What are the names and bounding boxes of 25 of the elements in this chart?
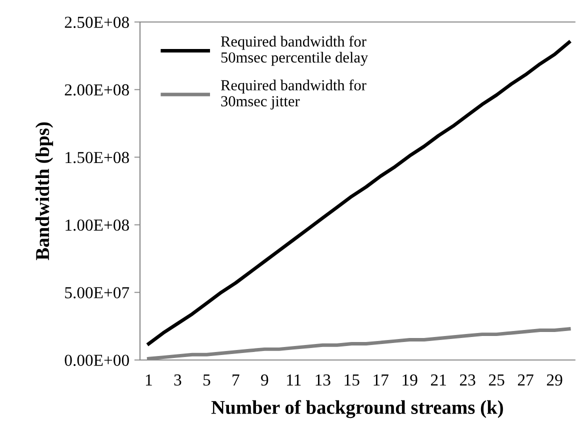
x-tick-label: 15 [344,374,360,386]
legend-label: Required bandwidth for 30msec jitter [220,80,366,110]
x-tick-label: 27 [518,374,534,386]
x-tick-label: 11 [287,374,301,386]
y-tick-label: 0.00E+00 [64,354,129,366]
x-axis-title: Number of background streams (k) [211,400,503,418]
x-tick-label: 13 [316,374,330,386]
x-tick-label: 19 [402,374,418,386]
x-tick-label: 1 [146,374,152,386]
x-tick-label: 25 [488,374,504,386]
x-tick-label: 3 [174,374,182,386]
x-tick-label: 23 [460,374,476,386]
y-tick-label: 2.00E+08 [64,84,129,96]
x-tick-label: 17 [374,374,388,386]
x-tick-label: 7 [232,374,240,386]
legend-label: Required bandwidth for 50msec percentile delay [220,36,368,66]
x-tick-label: 9 [261,374,268,386]
x-tick-label: 29 [546,374,562,386]
y-tick-label: 1.00E+08 [66,220,129,231]
y-tick-label: 2.50E+08 [64,16,129,28]
x-tick-label: 5 [203,374,210,386]
y-tick-label: 1.50E+08 [66,152,129,164]
x-tick-label: 21 [430,374,446,386]
y-axis-title: Bandwidth (bps) [35,122,54,260]
y-tick-label: 5.00E+07 [65,287,130,298]
